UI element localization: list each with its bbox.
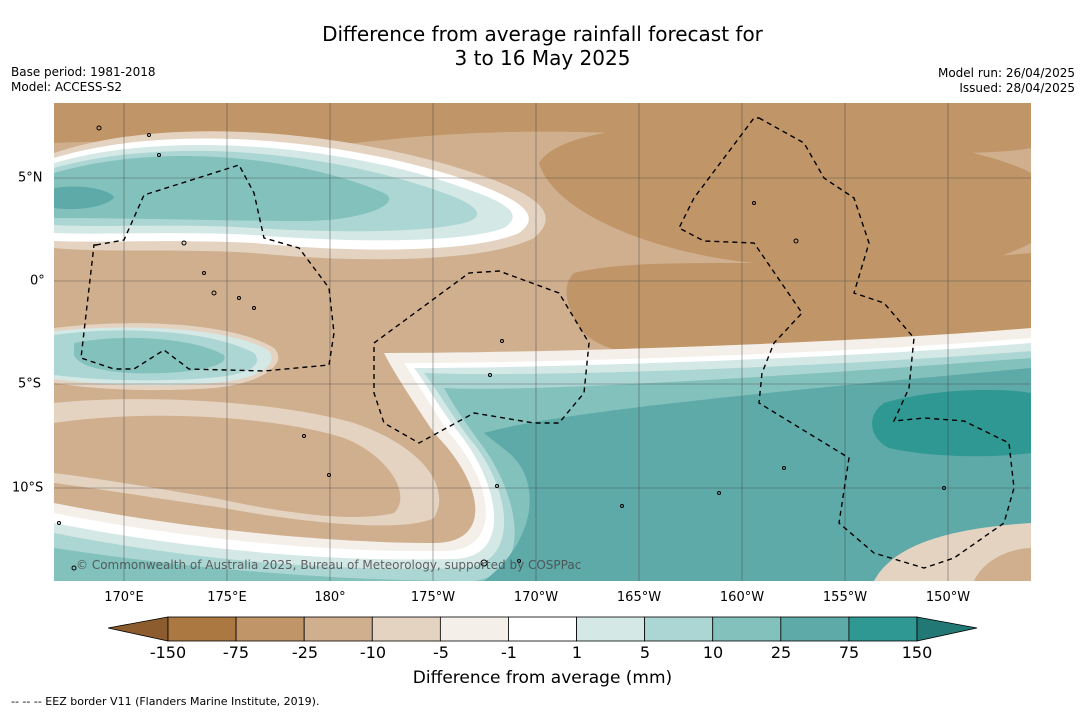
issued-date: Issued: 28/04/2025 [959,81,1075,95]
lon-label-175w: 175°W [410,590,456,605]
contour-se-brown2 [974,548,1031,581]
meta-left: Base period: 1981-2018 Model: ACCESS-S2 [11,65,156,95]
lon-label-170w: 170°W [513,590,559,605]
island-outlines [57,125,946,571]
model-name: Model: ACCESS-S2 [11,80,123,94]
colorbar-tick: -1 [501,643,517,662]
colorbar-cell [576,616,646,642]
lat-label-5s: 5°S [18,376,42,392]
colorbar-cell [303,616,373,642]
map-gridlines [54,103,1031,581]
colorbar-cell [780,616,850,642]
copyright-note: © Commonwealth of Australia 2025, Bureau… [76,558,582,572]
rainfall-anomaly-map [54,103,1031,581]
colorbar-cell [848,616,918,642]
colorbar-cell [371,616,441,642]
colorbar-extend-high [916,616,978,642]
title-line-1: Difference from average rainfall forecas… [322,22,763,46]
lon-label-170e: 170°E [104,590,144,605]
contour-s-g75 [872,390,1031,457]
colorbar-tick: 1 [571,643,583,662]
colorbar-tick: 25 [770,643,792,662]
colorbar-cell [712,616,782,642]
colorbar-tick: -75 [222,643,250,662]
lon-label-175e: 175°E [207,590,247,605]
colorbar-cell [508,616,577,642]
model-run: Model run: 26/04/2025 [937,66,1075,80]
lat-label-0: 0° [30,273,45,289]
colorbar-tick: -5 [433,643,449,662]
eez-borders [80,117,1015,569]
colorbar-tick: -10 [359,643,387,662]
colorbar-tick: 150 [901,643,933,662]
base-period: Base period: 1981-2018 [11,65,156,79]
colorbar-cell [235,616,305,642]
colorbar-tick: -25 [291,643,319,662]
contour-w-g25 [74,337,225,374]
colorbar-tick: -150 [149,643,187,662]
eez-legend-note: -- -- -- EEZ border V11 (Flanders Marine… [11,695,320,708]
colorbar-cell [644,616,714,642]
colorbar-extend-low [108,616,169,642]
colorbar-tick: 5 [639,643,651,662]
contour-n-g25 [54,186,114,210]
lon-label-150w: 150°W [925,590,971,605]
contour-n-g10 [54,156,390,221]
title-line-2: 3 to 16 May 2025 [454,46,631,70]
colorbar [108,616,978,642]
lat-label-10s: 10°S [12,480,44,496]
lon-label-155w: 155°W [822,590,868,605]
lat-label-5n: 5°N [18,170,43,186]
lon-label-160w: 160°W [719,590,765,605]
contour-ne-brown [539,125,1031,275]
meta-right: Model run: 26/04/2025 Issued: 28/04/2025 [938,66,1075,96]
contour-eq-brown [566,253,1031,360]
colorbar-cell [439,616,509,642]
lon-label-165w: 165°W [616,590,662,605]
chart-title: Difference from average rainfall forecas… [0,22,1085,70]
colorbar-tick: 10 [702,643,724,662]
colorbar-tick: 75 [838,643,860,662]
lon-label-180: 180° [314,590,346,605]
colorbar-cell [167,616,237,642]
colorbar-label: Difference from average (mm) [412,668,673,688]
